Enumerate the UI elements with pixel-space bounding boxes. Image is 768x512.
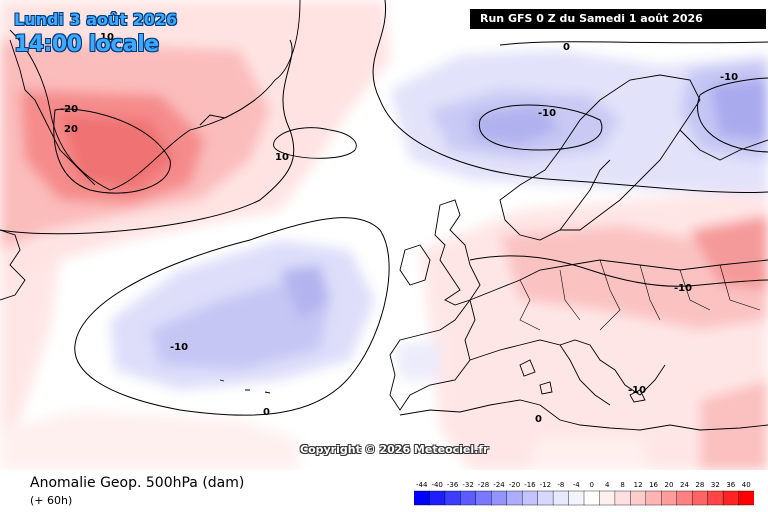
scale-swatch xyxy=(707,490,724,506)
scale-label: 24 xyxy=(680,481,689,489)
forecast-time: 14:00 locale xyxy=(14,32,159,57)
north-africa-coast xyxy=(399,399,768,431)
scale-label: -28 xyxy=(478,481,489,489)
contour-label: -10 xyxy=(674,283,692,294)
scale-label: 4 xyxy=(605,481,610,489)
contour-zero-north xyxy=(372,0,768,194)
scale-swatch xyxy=(491,490,508,506)
greenland-coast xyxy=(9,0,301,191)
scale-swatch xyxy=(537,490,554,506)
contour-label: -10 xyxy=(720,72,738,83)
scale-swatch xyxy=(645,490,662,506)
scale-swatch xyxy=(630,490,647,506)
contour-labels: -10 -10 -10 -10 -10 0 0 0 10 10 -20 20 xyxy=(60,32,738,425)
positive-anomaly-central-europe xyxy=(500,225,768,330)
contour-label: 0 xyxy=(563,42,570,53)
scale-label: -32 xyxy=(462,481,473,489)
contour-minus10-scandinavia xyxy=(478,104,603,151)
contour-label: 10 xyxy=(100,32,114,43)
contour-label: 20 xyxy=(64,124,78,135)
scale-label: -44 xyxy=(416,481,428,489)
contour-zero-atlantic xyxy=(74,217,390,416)
scale-label: -20 xyxy=(509,481,520,489)
contour-label: -10 xyxy=(170,342,188,353)
scale-swatch xyxy=(429,490,446,506)
scale-label: 40 xyxy=(742,481,751,489)
scale-swatch xyxy=(722,490,740,506)
scale-label: -8 xyxy=(557,481,564,489)
contour-zero-top xyxy=(499,41,768,46)
scale-label: -24 xyxy=(493,481,505,489)
legend-subtitle: (+ 60h) xyxy=(30,494,73,507)
forecast-date: Lundi 3 août 2026 xyxy=(14,10,178,29)
color-scale: -44 -40 -36 -32 -28 -24 -20 -16 -12 -8 -4 0 4 8 12 16 20… xyxy=(414,481,754,506)
scale-swatch xyxy=(414,490,430,506)
contour-10-greenland xyxy=(0,39,295,235)
scale-label: -16 xyxy=(524,481,536,489)
contour-label: 0 xyxy=(263,407,270,418)
run-info-banner: Run GFS 0 Z du Samedi 1 août 2026 xyxy=(470,9,766,29)
anomaly-field xyxy=(0,0,768,470)
contour-label: -10 xyxy=(628,385,646,396)
scale-label: 32 xyxy=(711,481,720,489)
scale-label: -40 xyxy=(431,481,442,489)
contour-minus10-europe xyxy=(589,269,768,287)
scale-swatch xyxy=(460,490,477,506)
scale-swatch xyxy=(444,490,461,506)
positive-anomaly-west-edge xyxy=(0,260,60,440)
scale-swatch xyxy=(475,490,492,506)
geopotential-anomaly-map: -10 -10 -10 -10 -10 0 0 0 10 10 -20 20 xyxy=(0,0,768,470)
legend-title: Anomalie Geop. 500hPa (dam) xyxy=(30,475,245,491)
scale-label: 28 xyxy=(695,481,704,489)
scale-swatch xyxy=(738,490,754,506)
scale-swatch xyxy=(552,490,570,506)
scale-label: -36 xyxy=(447,481,459,489)
scale-swatch xyxy=(614,490,631,506)
contour-label: -20 xyxy=(60,104,78,115)
copyright-notice: Copyright © 2026 Meteociel.fr xyxy=(300,443,489,456)
scale-swatch xyxy=(661,490,678,506)
europe-coast xyxy=(469,259,768,301)
scale-swatch xyxy=(676,490,693,506)
scale-label: 20 xyxy=(665,481,674,489)
iceland-coast xyxy=(273,127,357,159)
scale-swatch xyxy=(521,490,539,506)
scale-swatch xyxy=(691,490,709,506)
scale-label: 0 xyxy=(589,481,593,489)
contour-label: 10 xyxy=(275,152,289,163)
scale-swatch xyxy=(568,490,585,506)
scale-label: -12 xyxy=(540,481,551,489)
contour-20-greenland xyxy=(53,108,171,194)
scale-label: 16 xyxy=(649,481,658,489)
scale-swatch xyxy=(599,490,616,506)
scale-swatch xyxy=(506,490,523,506)
scale-label: 12 xyxy=(634,481,643,489)
contour-label: -10 xyxy=(538,108,556,119)
scale-swatch xyxy=(583,490,600,506)
coastlines xyxy=(0,0,768,431)
scale-label: 36 xyxy=(726,481,735,489)
scale-label: -4 xyxy=(573,481,581,489)
scale-label: 8 xyxy=(620,481,624,489)
contour-label: 0 xyxy=(535,414,542,425)
british-isles-coast xyxy=(434,199,481,306)
